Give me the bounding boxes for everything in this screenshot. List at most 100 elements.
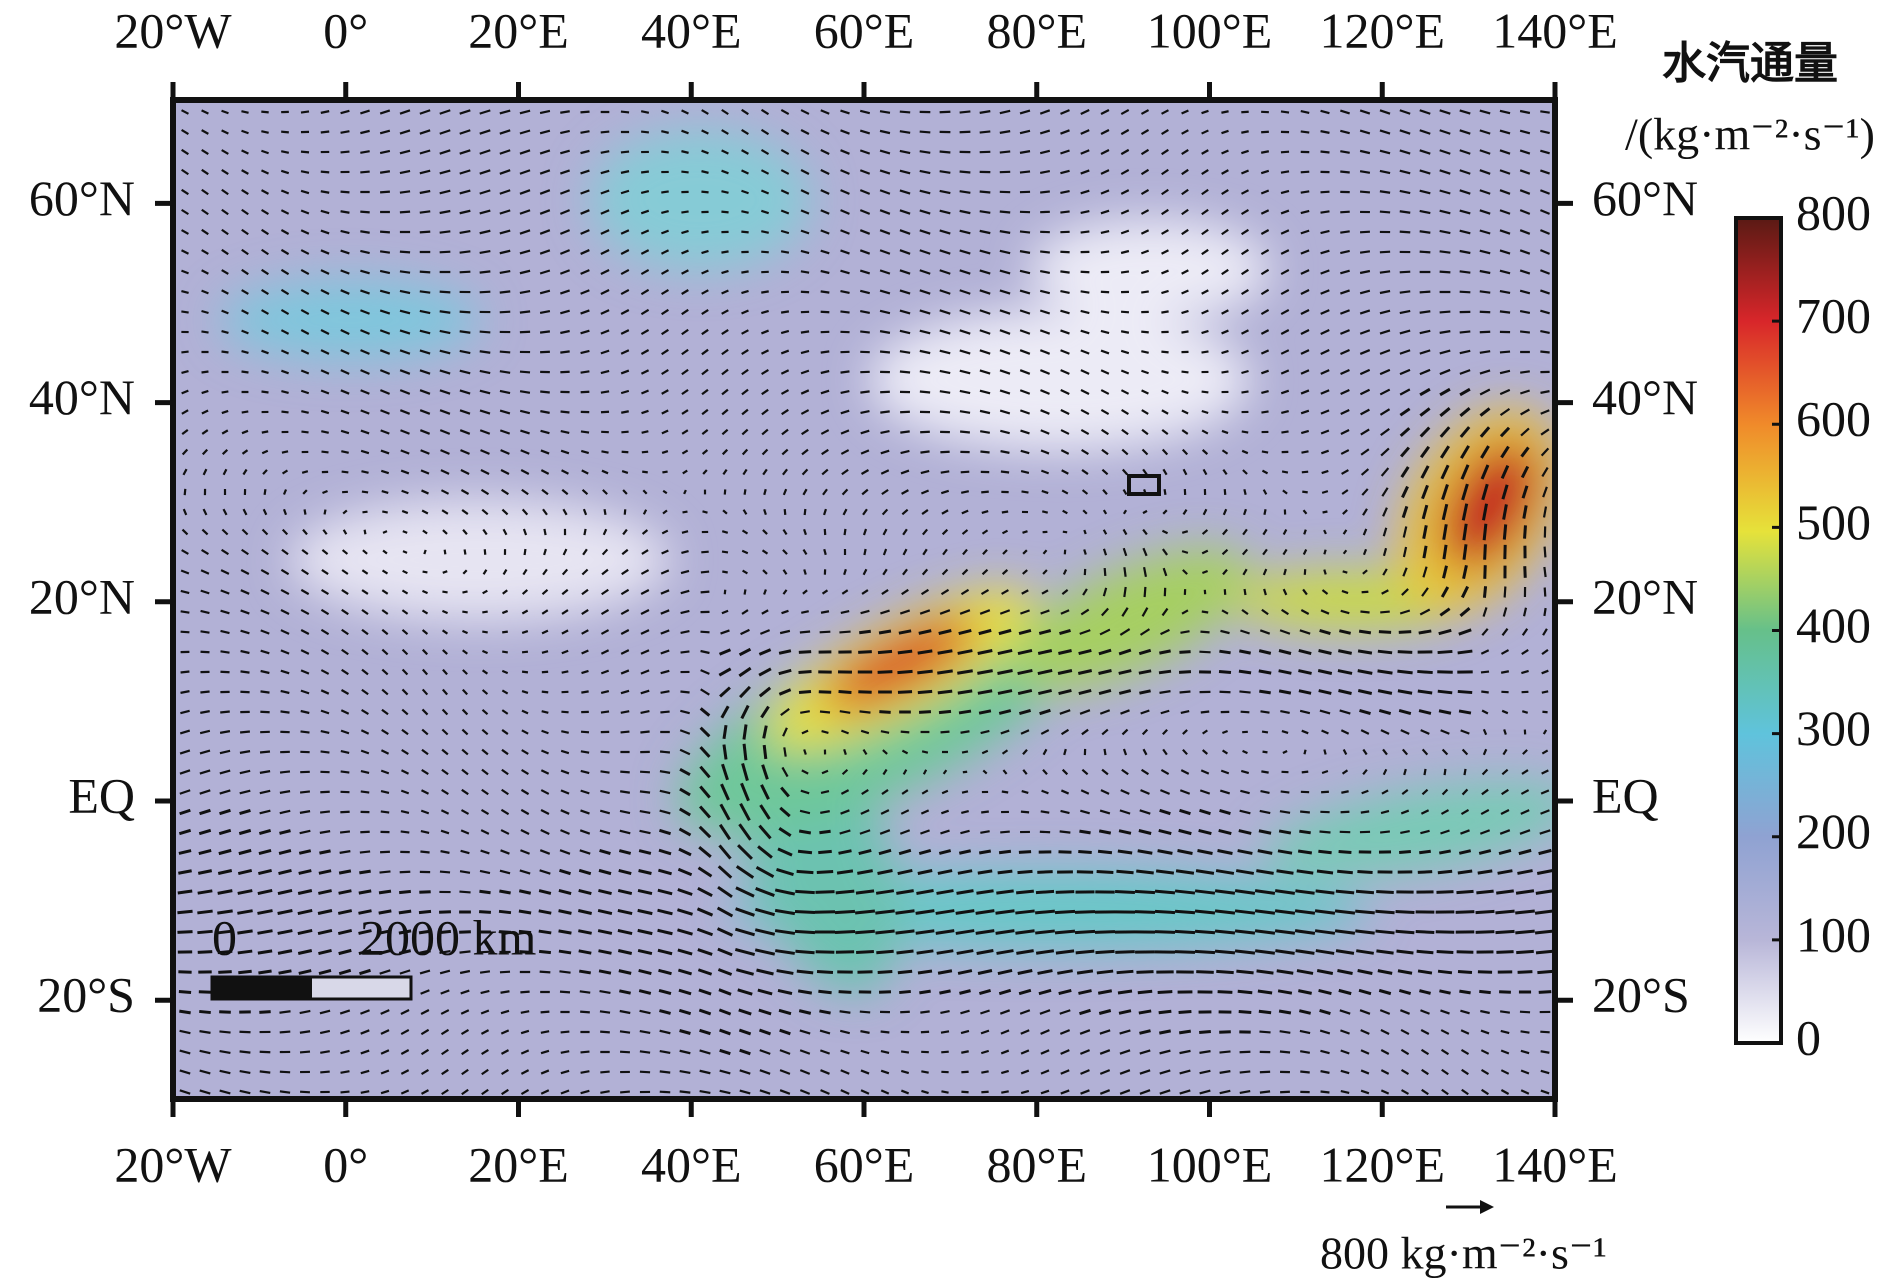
vector xyxy=(241,289,249,295)
vector xyxy=(1201,168,1209,176)
vector xyxy=(781,766,789,778)
vector xyxy=(1420,1048,1430,1056)
vector xyxy=(661,449,669,455)
vector xyxy=(640,609,650,615)
vector xyxy=(300,288,310,296)
vector xyxy=(1362,748,1368,756)
vector xyxy=(221,548,229,556)
vector xyxy=(1515,929,1535,935)
vector xyxy=(1161,607,1169,617)
vector xyxy=(1381,487,1389,497)
vector xyxy=(998,988,1012,996)
vector xyxy=(1039,349,1051,355)
vector xyxy=(719,1069,731,1075)
vector xyxy=(1263,509,1267,515)
vector xyxy=(721,550,729,554)
vector xyxy=(519,249,531,255)
vector xyxy=(1480,808,1490,816)
vector xyxy=(700,688,710,696)
vector xyxy=(1402,546,1408,558)
vector xyxy=(179,1029,191,1035)
vector xyxy=(618,849,632,855)
vector xyxy=(1021,789,1029,795)
vector xyxy=(1362,548,1368,556)
vector xyxy=(679,768,691,776)
vector xyxy=(420,1028,430,1036)
vector xyxy=(543,528,547,536)
vector xyxy=(677,968,693,976)
vector xyxy=(419,290,431,294)
vector xyxy=(799,1049,811,1055)
vector xyxy=(499,409,511,415)
vector xyxy=(800,128,810,136)
vector xyxy=(1340,230,1350,234)
vector xyxy=(600,1070,610,1074)
vector xyxy=(620,249,630,255)
vector xyxy=(1120,109,1130,115)
vector xyxy=(559,229,571,235)
vector xyxy=(959,410,971,414)
vector xyxy=(1181,149,1189,155)
vector xyxy=(760,128,770,136)
vector xyxy=(1334,909,1356,915)
vector xyxy=(1461,748,1469,756)
vector xyxy=(1339,629,1351,635)
vector xyxy=(1379,270,1391,274)
vector xyxy=(1400,446,1410,458)
vector xyxy=(419,309,431,315)
vector xyxy=(898,629,912,635)
vector xyxy=(461,728,469,736)
vector xyxy=(1017,668,1033,676)
vector xyxy=(1479,369,1491,375)
vector xyxy=(999,210,1011,214)
vector xyxy=(999,609,1011,615)
vector xyxy=(421,769,429,775)
vector xyxy=(1035,949,1055,955)
vector xyxy=(261,110,269,114)
vector xyxy=(734,947,756,957)
vector xyxy=(1238,829,1252,835)
vector xyxy=(899,350,911,354)
vector xyxy=(1320,309,1330,315)
vector xyxy=(1241,149,1249,155)
vector xyxy=(1340,249,1350,255)
vector xyxy=(559,189,571,195)
vector xyxy=(1357,649,1373,655)
vector xyxy=(441,1068,449,1076)
vector xyxy=(1142,468,1148,476)
vector xyxy=(461,1048,469,1056)
vector xyxy=(1459,229,1471,235)
vector xyxy=(638,849,652,855)
vector xyxy=(440,809,450,815)
vector xyxy=(1298,689,1312,695)
vector xyxy=(499,290,511,294)
vector xyxy=(861,788,869,796)
vector xyxy=(996,889,1014,895)
vector xyxy=(1481,768,1489,776)
vector xyxy=(1480,649,1490,655)
vector xyxy=(1019,389,1031,395)
vector xyxy=(1321,790,1329,794)
vector xyxy=(1155,869,1175,875)
vector xyxy=(1001,569,1009,575)
vector xyxy=(1300,229,1310,235)
vector xyxy=(520,429,530,435)
vector xyxy=(740,628,750,636)
vector xyxy=(459,930,471,934)
vector xyxy=(1439,229,1451,235)
vector xyxy=(521,749,529,755)
vector xyxy=(1140,768,1150,776)
vector xyxy=(279,829,291,835)
vector xyxy=(521,670,529,674)
vector xyxy=(1540,110,1550,114)
vector xyxy=(1035,929,1055,935)
vector xyxy=(597,908,613,916)
vector xyxy=(978,989,992,995)
vector xyxy=(460,849,470,855)
vector xyxy=(301,410,309,414)
vector xyxy=(702,510,708,514)
vector xyxy=(1439,387,1451,397)
vector xyxy=(400,1089,410,1095)
vector xyxy=(1234,889,1256,895)
vector xyxy=(562,508,568,516)
